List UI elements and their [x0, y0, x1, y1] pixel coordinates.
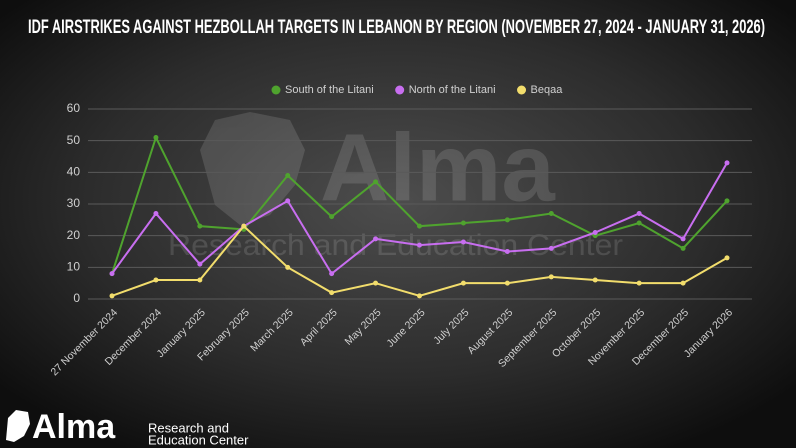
legend-marker	[271, 85, 281, 95]
data-point	[417, 242, 422, 248]
data-point	[592, 277, 598, 283]
data-point	[636, 280, 642, 286]
data-point	[680, 245, 686, 251]
legend-marker	[517, 85, 527, 95]
y-tick-label: 10	[67, 260, 81, 274]
data-point	[373, 236, 379, 242]
data-point	[329, 271, 335, 277]
logo: Alma Research and Education Center	[6, 408, 249, 447]
watermark-tagline: Research and Education Center	[168, 229, 623, 262]
logo-name: Alma	[32, 408, 116, 446]
watermark-name: Alma	[320, 114, 555, 221]
data-point	[592, 230, 598, 235]
data-point	[197, 261, 203, 267]
data-point	[504, 249, 510, 254]
legend-label: Beqaa	[531, 84, 564, 96]
legend-label: South of the Litani	[285, 84, 374, 96]
y-tick-label: 40	[67, 165, 81, 179]
data-point	[153, 135, 159, 140]
data-point	[285, 173, 291, 178]
data-point	[285, 198, 291, 204]
data-point	[153, 277, 159, 283]
data-point	[373, 179, 379, 185]
data-point	[241, 223, 247, 229]
data-point	[680, 236, 686, 242]
data-point	[548, 274, 554, 280]
data-point	[109, 271, 115, 277]
data-point	[680, 280, 686, 286]
data-point	[636, 220, 642, 226]
legend-label: North of the Litani	[409, 84, 496, 96]
data-point	[109, 293, 115, 299]
data-point	[197, 277, 203, 283]
data-point	[724, 255, 730, 261]
data-point	[197, 223, 203, 229]
y-tick-label: 0	[73, 291, 80, 305]
data-point	[285, 264, 291, 270]
data-point	[460, 220, 466, 226]
data-point	[329, 290, 335, 296]
data-point	[373, 280, 379, 286]
logo-tagline: Education Center	[148, 432, 249, 447]
data-point	[329, 214, 335, 220]
data-point	[460, 239, 466, 245]
logo-map	[6, 410, 30, 442]
y-tick-label: 60	[67, 101, 81, 115]
data-point	[153, 211, 159, 216]
legend-marker	[395, 85, 405, 95]
data-point	[504, 280, 510, 286]
data-point	[417, 293, 422, 299]
y-tick-label: 20	[67, 228, 81, 242]
data-point	[460, 280, 466, 286]
data-point	[504, 217, 510, 223]
data-point	[724, 198, 730, 204]
data-point	[636, 211, 642, 216]
data-point	[417, 223, 422, 229]
logo-tagline: Research and	[148, 420, 229, 435]
y-tick-label: 30	[67, 196, 81, 210]
chart-title: IDF Airstrikes Against Hezbollah Targets…	[28, 17, 765, 38]
data-point	[548, 245, 554, 251]
data-point	[724, 160, 730, 166]
data-point	[548, 211, 554, 216]
y-tick-label: 50	[67, 133, 81, 147]
